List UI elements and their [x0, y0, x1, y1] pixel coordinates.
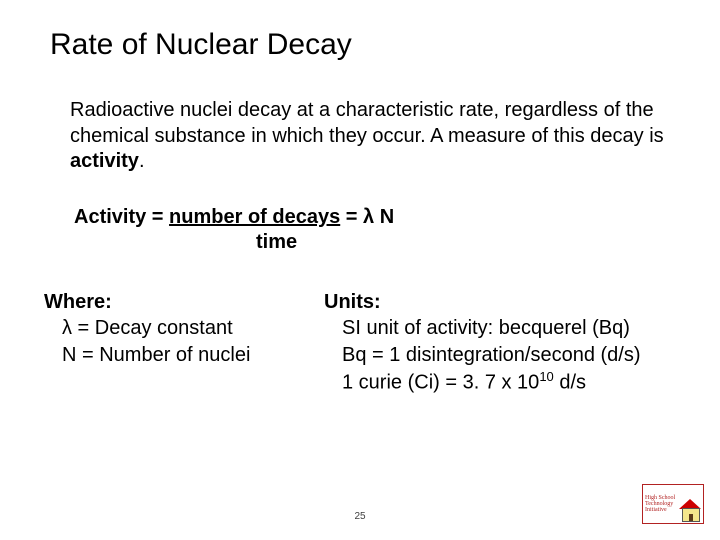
intro-bold: activity: [70, 150, 139, 172]
logo-text: High School Technology Initiative: [643, 485, 677, 523]
slide-title: Rate of Nuclear Decay: [50, 28, 676, 62]
formula-numerator: number of decays: [169, 206, 340, 228]
units-curie: 1 curie (Ci) = 3. 7 x 1010 d/s: [342, 368, 641, 396]
formula-denominator: time: [256, 230, 676, 255]
hsti-logo: High School Technology Initiative: [642, 484, 704, 524]
units-bq: Bq = 1 disintegration/second (d/s): [342, 342, 641, 368]
formula-post: = λ N: [340, 206, 394, 228]
intro-text-2: .: [139, 150, 145, 172]
logo-graphic: [677, 485, 703, 523]
curie-sup: 10: [539, 369, 553, 384]
house-icon: [679, 499, 701, 521]
intro-paragraph: Radioactive nuclei decay at a characteri…: [70, 98, 666, 175]
intro-text-1: Radioactive nuclei decay at a characteri…: [70, 99, 664, 147]
formula-line-1: Activity = number of decays = λ N: [74, 205, 676, 230]
units-header: Units:: [324, 291, 381, 313]
curie-post: d/s: [554, 372, 586, 394]
curie-pre: 1 curie (Ci) = 3. 7 x 10: [342, 372, 539, 394]
where-lambda: λ = Decay constant: [62, 315, 324, 341]
where-column: Where: λ = Decay constant N = Number of …: [44, 289, 324, 368]
activity-formula: Activity = number of decays = λ N time: [74, 205, 676, 255]
logo-line-3: Initiative: [645, 507, 677, 513]
where-header: Where:: [44, 291, 112, 313]
page-number: 25: [0, 511, 720, 522]
definitions-row: Where: λ = Decay constant N = Number of …: [44, 289, 676, 396]
formula-pre: Activity =: [74, 206, 169, 228]
units-si: SI unit of activity: becquerel (Bq): [342, 315, 641, 341]
units-column: Units: SI unit of activity: becquerel (B…: [324, 289, 641, 396]
slide-container: Rate of Nuclear Decay Radioactive nuclei…: [0, 0, 720, 540]
where-n: N = Number of nuclei: [62, 342, 324, 368]
